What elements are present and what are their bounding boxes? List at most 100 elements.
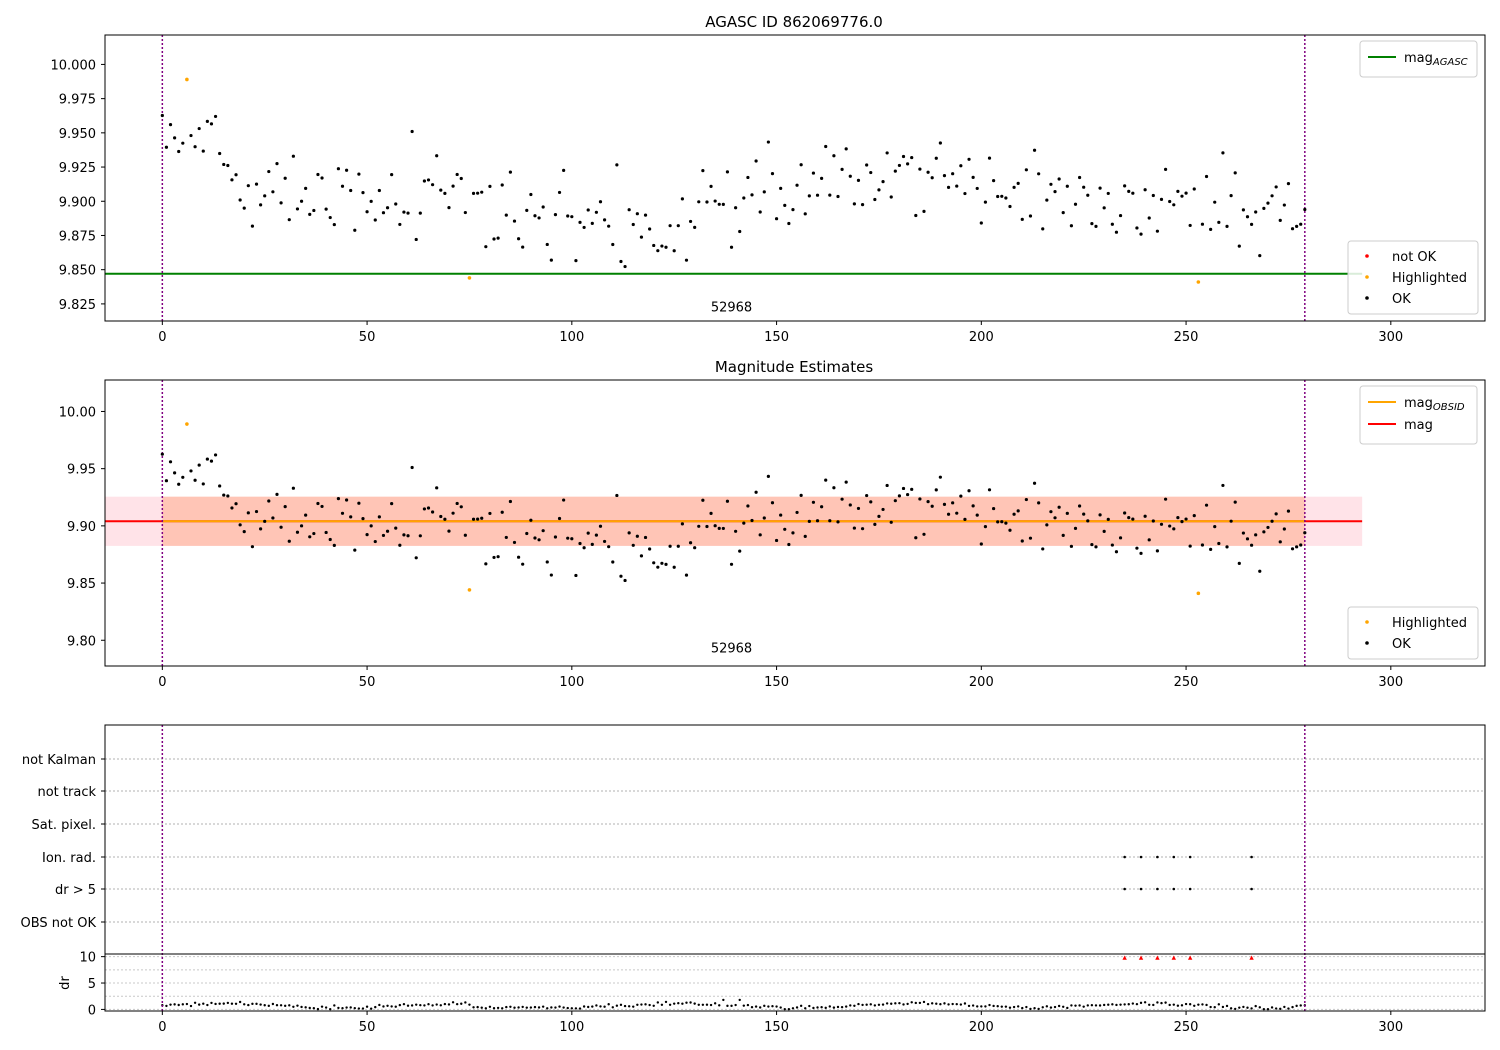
p1-ok-point bbox=[164, 145, 169, 149]
p3-xtick-label: 100 bbox=[559, 1020, 584, 1035]
p1-ok-point bbox=[693, 225, 697, 229]
dr-point bbox=[288, 1004, 291, 1007]
p2-ok-point bbox=[435, 486, 439, 490]
p2-xtick-label: 50 bbox=[359, 675, 376, 690]
p1-ok-point bbox=[754, 159, 758, 163]
dr-point bbox=[1111, 1003, 1114, 1006]
p2-ok-point bbox=[889, 520, 893, 524]
p1-ok-point bbox=[181, 141, 185, 145]
p1-legend-lines bbox=[1359, 40, 1478, 78]
p2-ok-point bbox=[860, 527, 865, 531]
dr-point bbox=[771, 1005, 774, 1008]
p2-ok-point bbox=[680, 522, 684, 526]
p1-ok-point bbox=[1118, 213, 1123, 218]
p2-ok-point bbox=[1045, 523, 1049, 527]
dr-point bbox=[329, 1007, 332, 1011]
p1-ok-point bbox=[193, 145, 197, 149]
p1-ok-point bbox=[533, 214, 537, 218]
dr-point bbox=[251, 1002, 254, 1006]
dr-point bbox=[980, 1005, 983, 1008]
p1-ok-point bbox=[541, 205, 545, 209]
p1-ok-point bbox=[1151, 193, 1155, 198]
dr-point bbox=[967, 1004, 971, 1008]
p1-ok-point bbox=[1262, 206, 1266, 211]
p2-ok-point bbox=[299, 524, 304, 528]
dr-point bbox=[808, 1004, 811, 1008]
p1-ok-point bbox=[205, 119, 209, 123]
p2-xtick-label: 100 bbox=[559, 675, 584, 690]
dr-point bbox=[550, 1006, 553, 1009]
flag-label: not Kalman bbox=[22, 753, 96, 768]
p1-ok-point bbox=[340, 184, 345, 188]
p1-ok-point bbox=[173, 136, 177, 140]
dr-point bbox=[1119, 1003, 1122, 1006]
p1-ok-point bbox=[582, 225, 586, 230]
flag-marker bbox=[1156, 855, 1159, 859]
dr-point bbox=[832, 1006, 836, 1009]
dr-point bbox=[1049, 1006, 1053, 1009]
p1-ok-point bbox=[881, 180, 885, 184]
dr-axis-label: dr bbox=[58, 976, 73, 990]
p1-ok-point bbox=[1086, 193, 1090, 197]
dr-point bbox=[1283, 1005, 1286, 1009]
p1-ok-point bbox=[426, 178, 431, 182]
p1-ok-point bbox=[865, 163, 869, 167]
p2-ok-point bbox=[533, 536, 537, 540]
p2-ok-point bbox=[1004, 521, 1008, 525]
p1-ok-point bbox=[946, 185, 951, 190]
p1-ok-point bbox=[951, 172, 955, 176]
p1-ok-point bbox=[435, 154, 439, 158]
p1-ok-point bbox=[328, 215, 332, 220]
p1-ok-point bbox=[1069, 224, 1074, 228]
p1-ok-point bbox=[1237, 244, 1241, 248]
p1-ok-point bbox=[291, 154, 295, 158]
dr-point bbox=[562, 1006, 565, 1009]
dr-point bbox=[804, 1007, 807, 1010]
p2-ok-point bbox=[725, 499, 730, 503]
p1-ok-point bbox=[963, 191, 967, 196]
dr-point bbox=[275, 1004, 279, 1007]
p2-ok-point bbox=[545, 560, 549, 564]
p2-ok-point bbox=[168, 460, 173, 464]
dr-point bbox=[279, 1004, 283, 1007]
dr-point bbox=[1098, 1004, 1102, 1007]
p2-ok-point bbox=[267, 499, 271, 503]
flag-label: OBS not OK bbox=[21, 916, 97, 931]
p3-xtick-label: 150 bbox=[764, 1020, 789, 1035]
p2-ok-point bbox=[476, 517, 480, 521]
p1-ok-point bbox=[672, 249, 676, 253]
p2-ok-point bbox=[1221, 483, 1225, 488]
p1-ok-point bbox=[443, 191, 447, 195]
p1-ok-point bbox=[607, 224, 611, 228]
dr-point bbox=[501, 1007, 504, 1010]
p1-ok-point bbox=[877, 188, 881, 192]
dr-point bbox=[1131, 1002, 1135, 1005]
p2-ok-point bbox=[1233, 500, 1237, 504]
p1-ytick-label: 9.825 bbox=[59, 298, 96, 313]
p1-ok-point bbox=[811, 171, 816, 175]
p2-ok-point bbox=[709, 511, 713, 515]
p1-ok-point bbox=[631, 222, 635, 227]
p1-ok-point bbox=[1143, 188, 1147, 192]
p2-ok-point bbox=[181, 475, 185, 479]
p2-ok-point bbox=[209, 459, 214, 463]
flag-marker bbox=[1139, 887, 1143, 891]
p2-ok-point bbox=[684, 573, 689, 577]
p1-ok-point bbox=[1282, 203, 1286, 207]
p2-ok-point bbox=[500, 510, 504, 514]
dr-point bbox=[398, 1003, 402, 1007]
p1-ok-point bbox=[1049, 182, 1053, 186]
p1-ok-point bbox=[598, 200, 603, 204]
p2-ok-point bbox=[1184, 517, 1188, 521]
p1-ok-point bbox=[168, 123, 173, 127]
dr-point bbox=[1053, 1005, 1057, 1009]
p2-ok-point bbox=[426, 506, 431, 510]
p1-ok-point bbox=[377, 188, 381, 193]
p2-ok-point bbox=[959, 494, 963, 498]
dr-point bbox=[632, 1005, 635, 1008]
p1-ok-point bbox=[746, 175, 750, 180]
p2-ok-point bbox=[574, 573, 578, 578]
dr-point bbox=[640, 1003, 643, 1006]
p1-ok-point bbox=[369, 199, 373, 203]
p2-ytick-label: 9.85 bbox=[67, 577, 96, 592]
